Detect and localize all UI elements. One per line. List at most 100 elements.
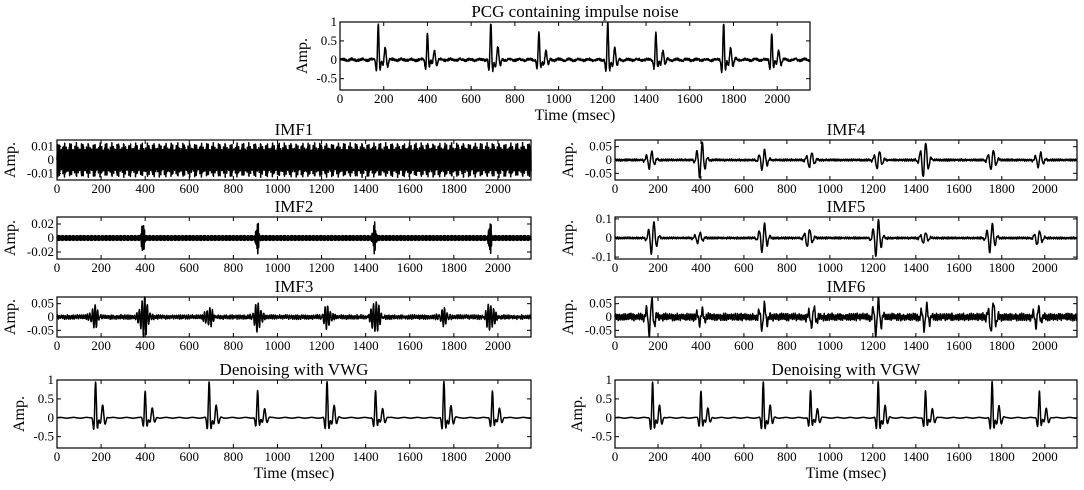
- x-tick-label-imf2: 600: [180, 260, 200, 275]
- y-axis-label-imf2: Amp.: [2, 220, 19, 256]
- x-tick-label-vgw: 1000: [817, 449, 843, 464]
- x-tick-label-imf1: 400: [135, 181, 155, 196]
- x-tick-label-pcg: 600: [461, 91, 481, 106]
- x-tick-label-vgw: 1200: [860, 449, 886, 464]
- y-tick-label-imf6: 0: [606, 309, 613, 324]
- x-tick-label-imf2: 800: [224, 260, 244, 275]
- y-tick-label-vwg: -0.5: [33, 429, 54, 444]
- y-tick-label-imf2: 0.02: [31, 216, 54, 231]
- plot-frame-vgw: [614, 379, 1078, 449]
- x-tick-label-imf5: 1800: [989, 260, 1015, 275]
- x-tick-label-pcg: 2000: [764, 91, 790, 106]
- x-tick-label-imf3: 0: [54, 338, 61, 353]
- x-tick-label-imf5: 0: [612, 260, 619, 275]
- panel-title-imf5: IMF5: [827, 197, 866, 216]
- x-tick-label-imf1: 200: [91, 181, 111, 196]
- signal-trace-vwg: [56, 380, 532, 431]
- y-axis-label-vwg: Amp.: [11, 396, 28, 432]
- x-tick-label-imf5: 1000: [817, 260, 843, 275]
- panel-vwg: 0 200 400 600 800 1000 1200 1400 1600 1800 2000 1 0.…: [11, 360, 532, 482]
- x-tick-label-imf2: 2000: [485, 260, 511, 275]
- panel-imf5: 0 200 400 600 800 1000 1200 1400 1600 1800 2000 0.1…: [560, 197, 1078, 275]
- y-tick-label-pcg: -0.5: [316, 71, 337, 86]
- y-tick-label-imf4: -0.05: [585, 165, 612, 180]
- x-tick-label-vwg: 400: [135, 449, 155, 464]
- y-tick-label-imf3: -0.05: [27, 322, 54, 337]
- x-tick-label-vwg: 2000: [485, 449, 511, 464]
- x-tick-label-imf5: 600: [734, 260, 754, 275]
- x-tick-label-vgw: 400: [691, 449, 711, 464]
- panel-title-imf3: IMF3: [275, 277, 314, 296]
- panel-vgw: 0 200 400 600 800 1000 1200 1400 1600 1800 2000 1 0.…: [569, 360, 1078, 482]
- signal-trace-imf4: [614, 141, 1078, 179]
- x-tick-label-imf4: 1200: [860, 181, 886, 196]
- x-tick-label-imf3: 1600: [397, 338, 423, 353]
- panel-title-imf4: IMF4: [827, 120, 866, 139]
- y-tick-label-pcg: 0: [331, 52, 338, 67]
- y-axis-label-imf5: Amp.: [560, 220, 577, 256]
- x-tick-label-vwg: 1200: [309, 449, 335, 464]
- signal-trace-imf5: [614, 218, 1078, 257]
- plot-frame-pcg: [339, 21, 811, 91]
- x-tick-label-pcg: 1000: [546, 91, 572, 106]
- panel-imf1: 0 200 400 600 800 1000 1200 1400 1600 1800 2000 0.0…: [2, 120, 532, 196]
- x-tick-label-imf3: 1400: [353, 338, 379, 353]
- x-tick-label-vgw: 0: [612, 449, 619, 464]
- x-axis-label-vgw: Time (msec): [806, 465, 887, 482]
- panel-pcg: 0 200 400 600 800 1000 1200 1400 1600 1800 2000 1 0.…: [294, 2, 811, 124]
- x-tick-label-imf3: 1200: [309, 338, 335, 353]
- x-tick-label-pcg: 1800: [720, 91, 746, 106]
- y-tick-label-imf6: 0.05: [589, 296, 612, 311]
- x-tick-label-vwg: 1400: [353, 449, 379, 464]
- x-tick-label-imf2: 1600: [397, 260, 423, 275]
- y-tick-label-imf1: -0.01: [27, 165, 54, 180]
- x-tick-label-imf5: 200: [648, 260, 668, 275]
- x-tick-label-pcg: 400: [418, 91, 438, 106]
- x-tick-label-imf5: 2000: [1032, 260, 1058, 275]
- x-tick-label-imf4: 1400: [903, 181, 929, 196]
- x-tick-label-imf6: 800: [777, 338, 797, 353]
- x-tick-label-vgw: 600: [734, 449, 754, 464]
- x-tick-label-vwg: 1000: [264, 449, 290, 464]
- signal-trace-vgw: [614, 380, 1078, 431]
- x-tick-label-imf4: 400: [691, 181, 711, 196]
- x-tick-label-imf3: 600: [180, 338, 200, 353]
- plot-frame-vwg: [56, 379, 532, 449]
- y-tick-label-imf5: 0: [606, 230, 613, 245]
- x-tick-label-imf4: 0: [612, 181, 619, 196]
- y-tick-label-imf3: 0: [48, 309, 55, 324]
- x-tick-label-vgw: 1800: [989, 449, 1015, 464]
- y-tick-label-imf5: -0.1: [591, 249, 612, 264]
- x-tick-label-imf1: 1400: [353, 181, 379, 196]
- y-tick-label-imf3: 0.05: [31, 296, 54, 311]
- x-tick-label-imf3: 1800: [441, 338, 467, 353]
- x-tick-label-imf6: 2000: [1032, 338, 1058, 353]
- y-tick-label-imf2: -0.02: [27, 244, 54, 259]
- x-tick-label-vgw: 1400: [903, 449, 929, 464]
- x-tick-label-vgw: 2000: [1032, 449, 1058, 464]
- x-tick-label-imf1: 2000: [485, 181, 511, 196]
- x-tick-label-imf4: 800: [777, 181, 797, 196]
- panel-imf4: 0 200 400 600 800 1000 1200 1400 1600 1800 2000 0.0…: [560, 120, 1078, 196]
- x-tick-label-imf6: 1800: [989, 338, 1015, 353]
- y-tick-label-vgw: -0.5: [591, 429, 612, 444]
- y-tick-label-vgw: 0.5: [596, 391, 612, 406]
- x-tick-label-imf1: 1200: [309, 181, 335, 196]
- x-tick-label-imf3: 2000: [485, 338, 511, 353]
- x-tick-label-imf6: 1600: [946, 338, 972, 353]
- x-tick-label-pcg: 1600: [677, 91, 703, 106]
- y-axis-label-pcg: Amp.: [294, 38, 311, 74]
- x-tick-label-imf2: 0: [54, 260, 61, 275]
- x-tick-label-imf2: 1200: [309, 260, 335, 275]
- y-tick-label-imf4: 0.05: [589, 139, 612, 154]
- panel-title-vwg: Denoising with VWG: [220, 360, 369, 379]
- x-tick-label-imf2: 200: [91, 260, 111, 275]
- x-tick-label-imf4: 600: [734, 181, 754, 196]
- x-tick-label-pcg: 1200: [589, 91, 615, 106]
- x-tick-label-pcg: 200: [374, 91, 394, 106]
- x-tick-label-imf1: 1000: [264, 181, 290, 196]
- x-tick-label-imf5: 400: [691, 260, 711, 275]
- panel-title-pcg: PCG containing impulse noise: [471, 2, 678, 21]
- panel-title-imf6: IMF6: [827, 277, 866, 296]
- x-tick-label-imf3: 400: [135, 338, 155, 353]
